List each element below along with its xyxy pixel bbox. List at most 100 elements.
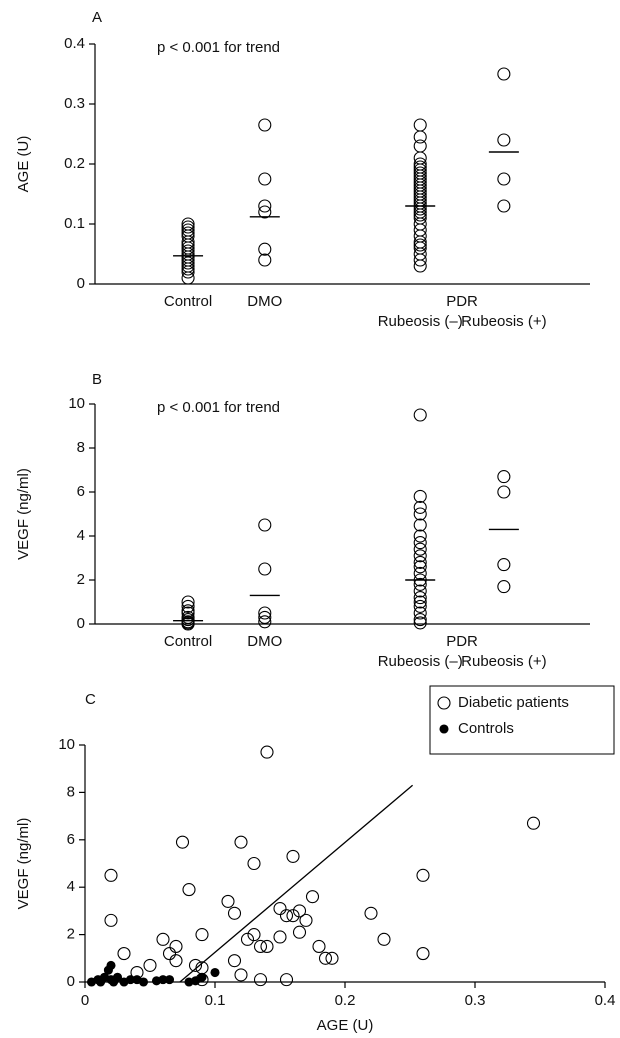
y-axis-label: VEGF (ng/ml) (15, 818, 32, 910)
x-tick-label: Rubeosis (–) (378, 313, 463, 330)
data-point (497, 133, 511, 147)
data-point (413, 591, 427, 605)
data-point (413, 518, 427, 532)
y-tick-label: 0.1 (64, 215, 85, 232)
data-point (247, 856, 261, 871)
data-point (181, 599, 195, 613)
data-point (497, 558, 511, 572)
y-tick-label: 0 (77, 275, 85, 292)
data-point (413, 408, 427, 422)
data-point (305, 890, 320, 904)
data-point (181, 595, 195, 609)
data-point (181, 220, 195, 234)
data-point (181, 262, 195, 276)
data-point (413, 238, 427, 252)
annotation: p < 0.001 for trend (157, 39, 280, 56)
trend-line (179, 784, 414, 983)
y-axis-label: AGE (U) (15, 136, 32, 193)
data-point (181, 265, 195, 279)
data-point (286, 909, 300, 923)
data-point (258, 610, 272, 624)
data-point (413, 549, 427, 563)
data-point (188, 958, 203, 972)
data-point (273, 930, 287, 944)
data-point (258, 172, 272, 186)
data-point (413, 118, 427, 132)
data-point (258, 562, 272, 576)
data-point (497, 485, 511, 499)
data-point (325, 951, 339, 965)
data-point (258, 518, 272, 532)
data-point (258, 118, 272, 132)
panel-label: A (92, 9, 102, 26)
data-point (413, 560, 427, 574)
data-point (221, 894, 235, 908)
data-point (117, 947, 131, 961)
data-point (279, 909, 294, 923)
data-point (286, 849, 300, 863)
x-tick-label: DMO (247, 293, 282, 310)
x-tick-label: Rubeosis (+) (461, 653, 546, 670)
data-point (195, 928, 209, 942)
group-label: PDR (446, 633, 478, 650)
panel-label: B (92, 371, 102, 388)
y-tick-label: 4 (77, 527, 85, 544)
data-point (413, 529, 427, 543)
legend-marker (439, 724, 449, 734)
annotation: p < 0.001 for trend (157, 399, 280, 416)
data-point (197, 972, 207, 982)
data-point (104, 913, 118, 927)
data-point (413, 507, 427, 521)
y-tick-label: 10 (58, 736, 75, 753)
data-point (104, 868, 118, 882)
data-point (497, 67, 511, 81)
data-point (312, 939, 326, 954)
y-axis-label: VEGF (ng/ml) (15, 468, 32, 560)
data-point (318, 951, 333, 965)
data-point (364, 906, 378, 920)
x-tick-label: 0.1 (205, 992, 226, 1009)
data-point (413, 202, 427, 216)
data-point (413, 595, 427, 609)
data-point (413, 613, 427, 627)
x-tick-label: 0 (81, 992, 89, 1009)
data-point (413, 536, 427, 550)
data-point (413, 599, 427, 613)
data-point (299, 913, 313, 927)
data-point (413, 259, 427, 273)
y-tick-label: 4 (67, 878, 75, 895)
data-point (253, 973, 268, 987)
data-point (227, 954, 242, 968)
data-point (413, 577, 427, 591)
legend-label: Diabetic patients (458, 694, 569, 711)
data-point (253, 939, 268, 954)
data-point (258, 253, 272, 267)
data-point (169, 939, 183, 954)
data-point (260, 745, 274, 759)
data-point (258, 199, 272, 213)
x-tick-label: 0.3 (465, 992, 486, 1009)
data-point (413, 566, 427, 580)
data-point (413, 500, 427, 514)
data-point (497, 580, 511, 594)
data-point (413, 606, 427, 620)
panel-label: C (85, 691, 96, 708)
data-point (413, 555, 427, 569)
data-point (413, 253, 427, 267)
x-tick-label: 0.4 (595, 992, 616, 1009)
data-point (413, 542, 427, 556)
legend-box (429, 685, 615, 755)
data-point (240, 932, 255, 946)
data-point (164, 975, 175, 985)
y-tick-label: 8 (67, 783, 75, 800)
y-tick-label: 0 (77, 615, 85, 632)
y-tick-label: 2 (77, 571, 85, 588)
y-tick-label: 6 (77, 483, 85, 500)
data-point (258, 606, 272, 620)
x-tick-label: Rubeosis (–) (378, 653, 463, 670)
data-point (413, 584, 427, 598)
data-point (416, 868, 430, 882)
x-tick-label: Rubeosis (+) (461, 313, 546, 330)
y-tick-label: 2 (67, 926, 75, 943)
